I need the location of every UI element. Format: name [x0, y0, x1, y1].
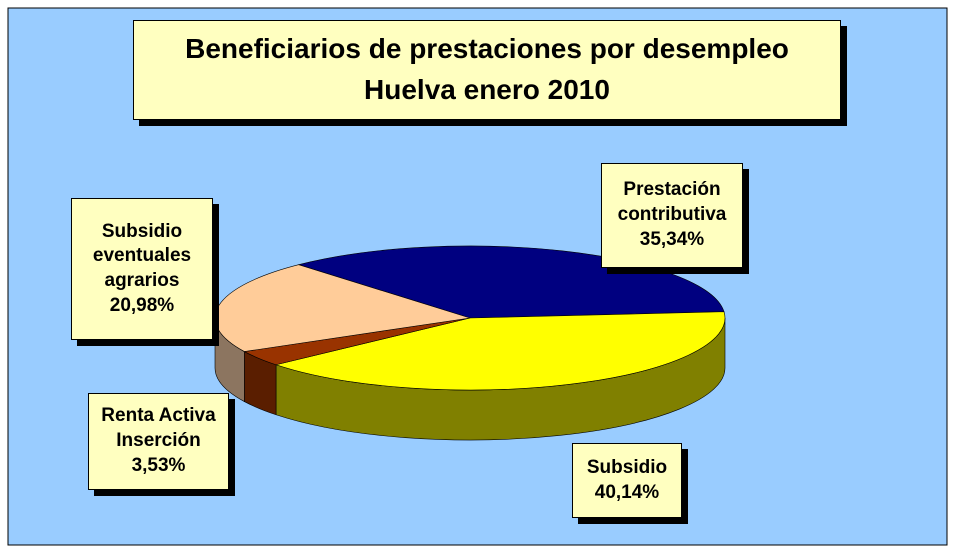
value-label: 20,98%	[109, 294, 175, 316]
slice-label: Subsidio 40,14%	[572, 443, 682, 518]
slice-label: Prestación contributiva 35,34%	[601, 163, 743, 268]
slice-label: Subsidio eventuales agrarios 20,98%	[71, 198, 213, 340]
title-box: Beneficiarios de prestaciones por desemp…	[133, 20, 841, 120]
category-label: Renta Activa Inserción	[101, 405, 216, 452]
slice-label: Renta Activa Inserción 3,53%	[88, 393, 229, 490]
category-label: Subsidio	[586, 456, 668, 478]
category-label: Subsidio eventuales agrarios	[92, 220, 192, 291]
value-label: 40,14%	[594, 481, 660, 503]
slice	[214, 264, 471, 352]
value-label: 35,34%	[639, 228, 705, 250]
chart-subtitle: Huelva enero 2010	[364, 74, 610, 105]
slice	[274, 311, 726, 391]
category-label: Prestación contributiva	[617, 179, 727, 226]
chart-title: Beneficiarios de prestaciones por desemp…	[185, 33, 789, 65]
value-label: 3,53%	[131, 454, 186, 476]
